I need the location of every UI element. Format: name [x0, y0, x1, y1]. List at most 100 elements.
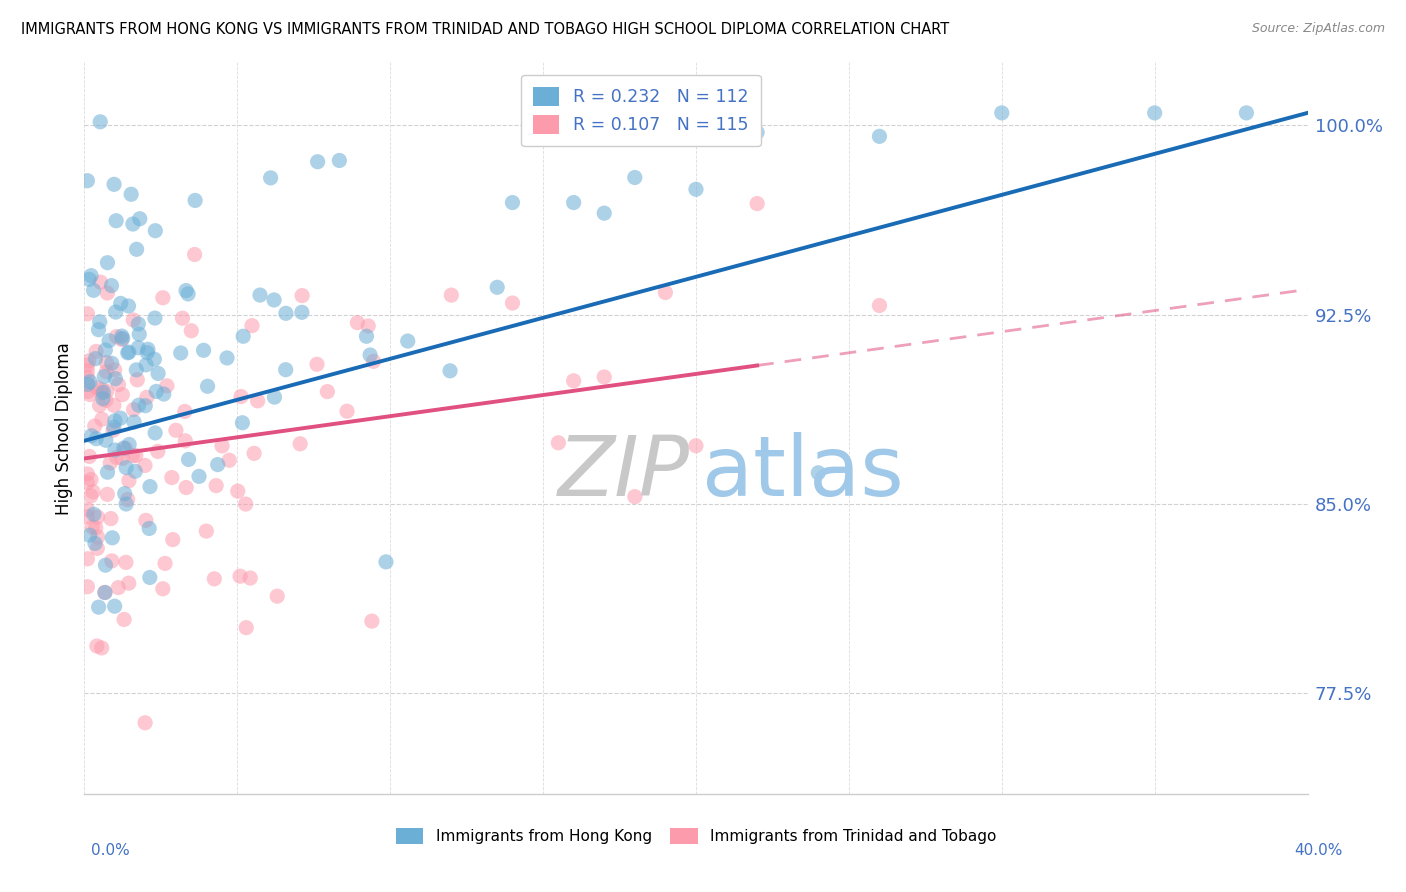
Point [94, 393, 117, 408]
Point [84, 344, 107, 359]
Point [83, 419, 105, 434]
Point [86, 541, 108, 556]
Point [117, 345, 139, 359]
Point [91, 412, 114, 426]
Point [84, 536, 107, 550]
Point [173, 404, 195, 418]
Point [263, 390, 285, 404]
Point [183, 247, 205, 261]
Point [122, 415, 145, 429]
Point [143, 352, 166, 367]
Text: Source: ZipAtlas.com: Source: ZipAtlas.com [1251, 22, 1385, 36]
Text: ZIP: ZIP [558, 432, 690, 513]
Point [143, 311, 166, 326]
Point [291, 305, 314, 319]
Point [90, 385, 112, 400]
Point [83, 508, 105, 522]
Point [356, 329, 378, 343]
Point [94, 558, 117, 573]
Point [135, 358, 157, 372]
Point [134, 715, 156, 730]
Point [654, 285, 676, 300]
Point [266, 589, 288, 603]
Point [91, 392, 114, 406]
Point [111, 333, 134, 347]
Point [685, 439, 707, 453]
Point [239, 571, 262, 585]
Point [307, 154, 329, 169]
Point [105, 213, 128, 227]
Point [100, 356, 122, 370]
Point [174, 481, 197, 495]
Point [593, 370, 616, 384]
Point [100, 278, 122, 293]
Point [115, 497, 138, 511]
Point [547, 435, 569, 450]
Point [96, 487, 118, 501]
Point [90, 383, 112, 397]
Point [156, 379, 179, 393]
Point [98, 334, 121, 348]
Point [79, 375, 101, 389]
Point [79, 528, 101, 542]
Point [76, 364, 98, 378]
Point [143, 224, 166, 238]
Point [174, 284, 197, 298]
Point [125, 242, 148, 256]
Point [84, 351, 107, 366]
Point [152, 291, 174, 305]
Point [86, 381, 108, 395]
Point [104, 414, 127, 428]
Point [96, 256, 118, 270]
Point [160, 470, 183, 484]
Point [89, 115, 111, 129]
Point [127, 373, 149, 387]
Point [80, 429, 103, 443]
Text: 40.0%: 40.0% [1295, 843, 1343, 858]
Point [96, 465, 118, 479]
Point [104, 599, 127, 614]
Point [439, 364, 461, 378]
Point [152, 582, 174, 596]
Point [94, 343, 117, 357]
Point [274, 362, 297, 376]
Point [104, 363, 127, 377]
Point [207, 458, 229, 472]
Point [96, 355, 118, 369]
Point [82, 484, 104, 499]
Point [135, 390, 157, 404]
Point [110, 411, 132, 425]
Point [359, 348, 381, 362]
Point [243, 446, 266, 460]
Point [153, 557, 176, 571]
Point [84, 521, 107, 535]
Point [79, 387, 101, 401]
Point [593, 206, 616, 220]
Point [138, 521, 160, 535]
Point [139, 570, 162, 584]
Point [562, 195, 585, 210]
Point [86, 530, 108, 544]
Point [202, 572, 225, 586]
Point [502, 296, 524, 310]
Point [240, 318, 263, 333]
Point [76, 377, 98, 392]
Point [440, 288, 463, 302]
Point [117, 299, 139, 313]
Point [104, 371, 127, 385]
Point [111, 329, 134, 343]
Point [128, 398, 150, 412]
Point [103, 420, 125, 434]
Point [363, 354, 385, 368]
Text: atlas: atlas [702, 432, 904, 513]
Point [104, 305, 127, 319]
Point [143, 425, 166, 440]
Point [107, 377, 129, 392]
Point [747, 196, 769, 211]
Point [263, 293, 285, 307]
Point [93, 385, 115, 400]
Point [226, 484, 249, 499]
Point [80, 268, 103, 283]
Point [105, 329, 128, 343]
Point [184, 194, 207, 208]
